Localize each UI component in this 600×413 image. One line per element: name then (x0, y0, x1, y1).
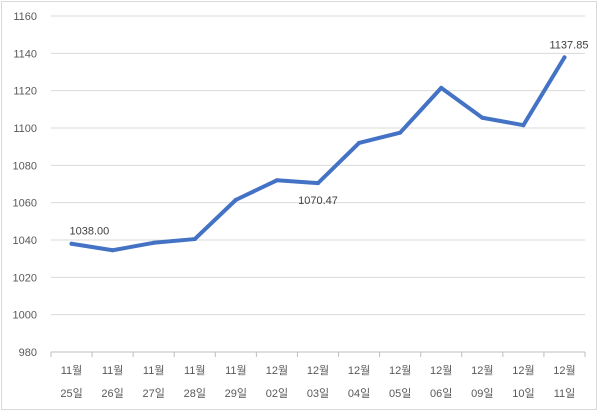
x-tick-label-day: 29일 (225, 386, 247, 400)
x-tick-label-month: 12월 (471, 364, 493, 377)
x-tick-label-month: 11월 (184, 364, 206, 377)
x-tick-label-day: 06일 (430, 386, 452, 400)
x-tick-label-month: 12월 (389, 364, 411, 377)
x-tick-label-month: 12월 (430, 364, 452, 377)
data-label: 1137.85 (550, 39, 589, 51)
y-axis-tick-labels: 980 1000 1020 1040 1060 1080 1100 1120 1140 1160 (13, 11, 37, 359)
x-tick-label-month: 11월 (61, 364, 83, 377)
data-point (151, 240, 156, 245)
y-tick-label-1040: 1040 (13, 235, 37, 247)
x-axis: 11월 25일 11월 26일 11월 27일 11월 28일 11월 29일 12월 02일 12월 0… (50, 351, 586, 400)
y-tick-label-1060: 1060 (13, 198, 37, 210)
data-point (233, 197, 238, 202)
x-tick-label-day: 26일 (101, 386, 123, 400)
data-point (357, 140, 362, 145)
x-tick-label-month: 12월 (307, 364, 329, 377)
y-tick-label-1100: 1100 (13, 123, 37, 135)
x-tick-label-month: 12월 (553, 364, 575, 377)
data-point (69, 241, 74, 246)
y-tick-label-1020: 1020 (13, 272, 37, 284)
data-label: 1038.00 (70, 226, 110, 238)
y-tick-label-1140: 1140 (13, 48, 37, 60)
data-point (521, 123, 526, 128)
x-tick-label-month: 12월 (348, 364, 370, 377)
data-label: 1070.47 (298, 195, 338, 207)
data-point (480, 115, 485, 120)
data-point (192, 237, 197, 242)
data-labels: 1038.00 1070.47 1137.85 (70, 39, 589, 237)
x-tick-label-day: 27일 (143, 386, 165, 400)
data-point (398, 130, 403, 135)
series-line (69, 55, 567, 253)
x-tick-label-month: 12월 (266, 364, 288, 377)
x-tick-label-day: 11일 (554, 386, 576, 400)
x-tick-label-day: 05일 (389, 386, 411, 400)
y-tick-label-1080: 1080 (13, 160, 37, 172)
y-tick-label-980: 980 (19, 347, 37, 359)
data-point (562, 55, 567, 60)
y-tick-label-1120: 1120 (13, 86, 37, 98)
x-tick-label-day: 04일 (348, 386, 370, 400)
y-tick-label-1000: 1000 (13, 310, 37, 322)
x-tick-label-month: 11월 (143, 364, 165, 377)
x-tick-label-day: 09일 (471, 386, 493, 400)
y-tick-label-1160: 1160 (13, 11, 37, 23)
x-tick-label-month: 12월 (512, 364, 534, 377)
data-point (439, 85, 444, 90)
x-tick-label-day: 02일 (266, 386, 288, 400)
data-point (316, 181, 320, 186)
data-point (110, 248, 115, 253)
series-line-group (69, 55, 567, 253)
x-tick-label-day: 10일 (512, 386, 534, 400)
x-tick-label-day: 03일 (307, 386, 329, 400)
x-tick-label-day: 28일 (184, 386, 206, 400)
x-tick-label-month: 11월 (102, 364, 124, 377)
x-tick-label-day: 25일 (60, 386, 82, 400)
data-point (274, 178, 279, 183)
x-tick-label-month: 11월 (225, 364, 247, 377)
